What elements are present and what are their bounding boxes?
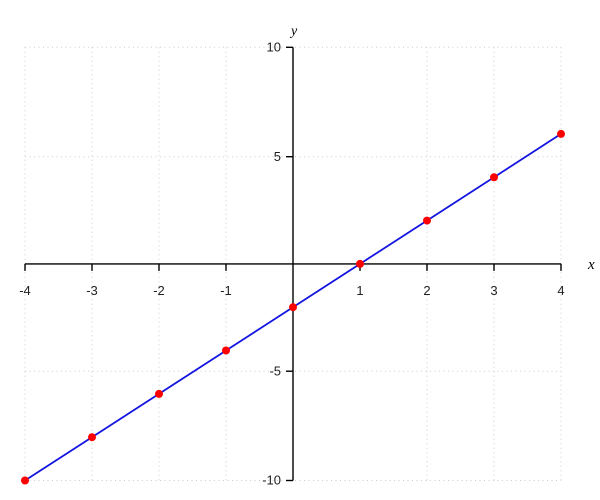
svg-text:y: y (289, 24, 298, 39)
svg-text:2: 2 (423, 283, 430, 298)
svg-text:-10: -10 (262, 473, 281, 488)
svg-text:3: 3 (490, 283, 497, 298)
svg-text:-2: -2 (153, 283, 165, 298)
svg-text:-1: -1 (220, 283, 232, 298)
svg-text:5: 5 (274, 149, 281, 164)
svg-text:4: 4 (557, 283, 564, 298)
svg-text:x: x (587, 257, 595, 273)
svg-text:-3: -3 (86, 283, 98, 298)
svg-text:10: 10 (267, 40, 281, 55)
svg-text:-5: -5 (269, 363, 281, 378)
svg-text:1: 1 (356, 283, 363, 298)
svg-text:-4: -4 (19, 283, 31, 298)
